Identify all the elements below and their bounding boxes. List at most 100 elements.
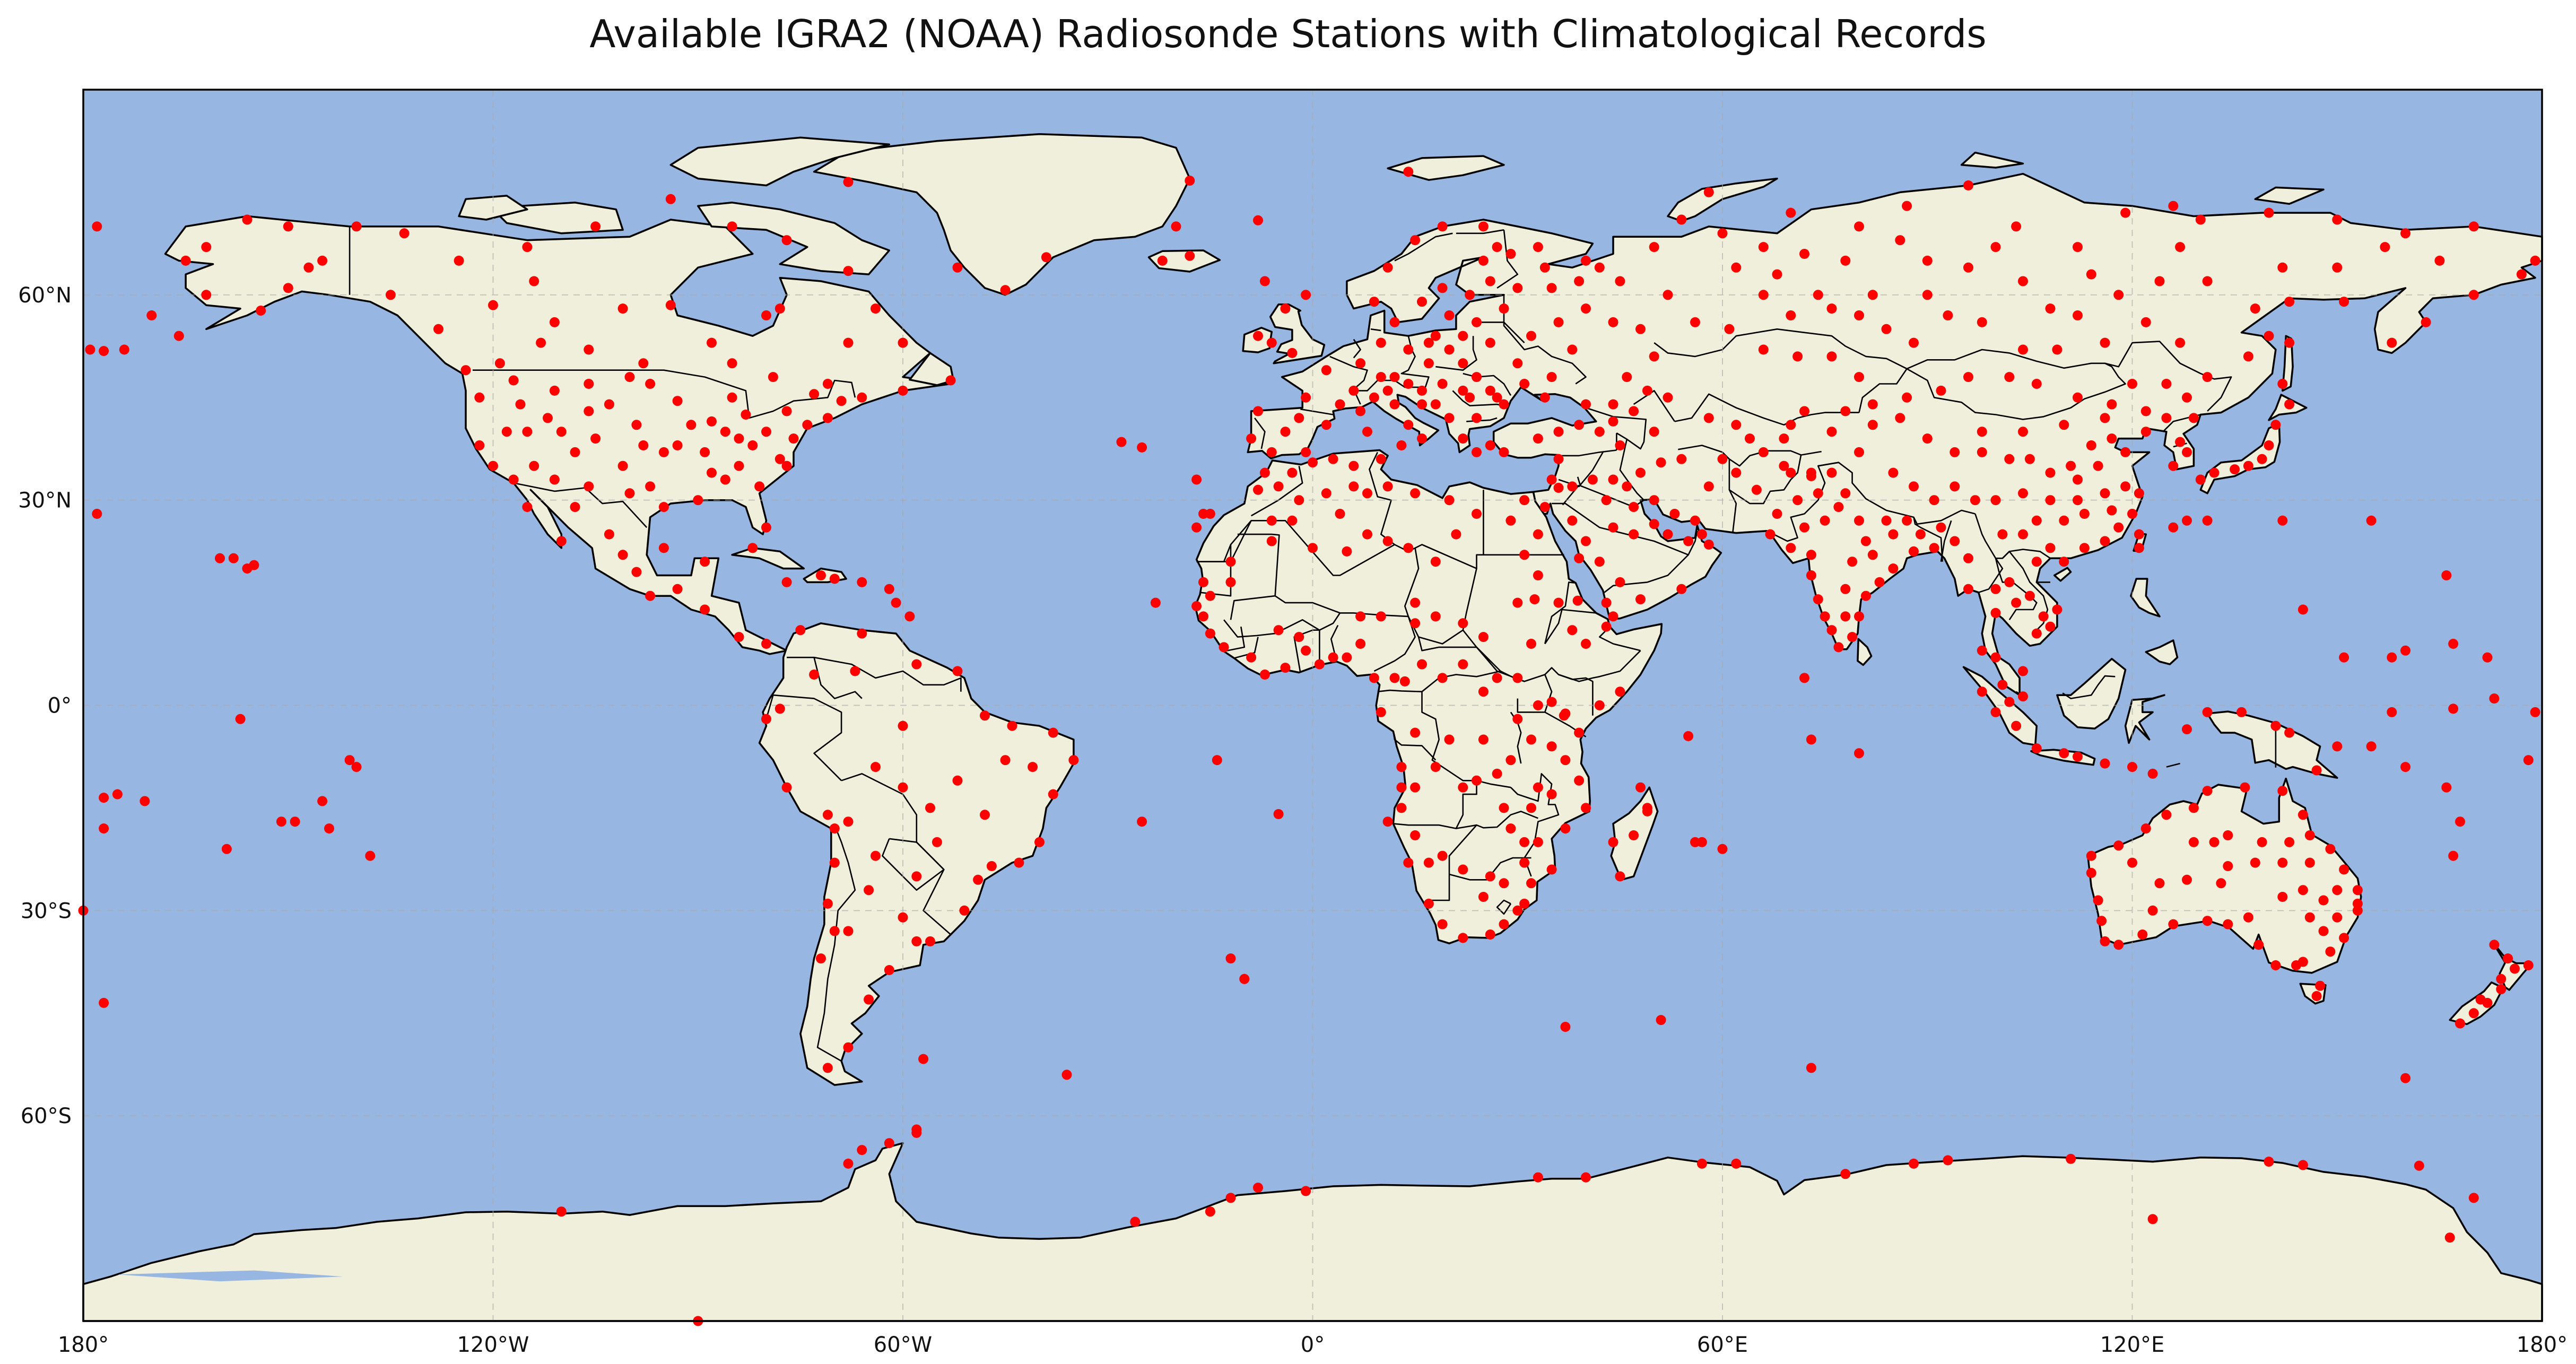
station-marker [1335,399,1345,410]
station-marker [1403,543,1414,553]
station-marker [658,543,669,553]
station-marker [871,303,881,314]
station-marker [1649,519,1659,529]
station-marker [686,420,697,430]
country-border [1510,773,1560,877]
station-marker [433,324,443,334]
station-marker [1546,283,1557,293]
map-title: Available IGRA2 (NOAA) Radiosonde Statio… [589,12,1987,56]
x-tick-label: 0° [1301,1333,1325,1357]
station-marker [1246,652,1257,663]
station-marker [781,406,792,416]
station-marker [1977,317,1987,327]
station-marker [2202,786,2213,796]
station-marker [1376,454,1386,464]
station-marker [1430,611,1441,622]
station-marker [2031,557,2042,567]
station-marker [2018,488,2028,499]
station-marker [707,416,717,427]
station-marker [1963,262,1973,273]
station-marker [1239,974,1250,984]
station-marker [2134,488,2144,499]
ross-sea-inlet [117,1270,343,1282]
station-marker [1950,447,1960,457]
station-marker [1259,276,1270,286]
station-marker [2175,337,2186,348]
station-marker [1608,522,1618,533]
station-marker [898,337,908,348]
station-marker [1410,597,1421,608]
station-marker [556,1206,567,1217]
station-marker [1280,303,1291,314]
station-marker [1505,755,1516,766]
station-marker [2448,850,2459,861]
country-border [1456,229,1504,234]
station-marker [2523,755,2534,766]
station-marker [2339,864,2349,875]
station-marker [1301,645,1311,656]
station-marker [215,553,225,563]
station-marker [1539,392,1550,403]
station-marker [1874,577,1885,587]
station-marker [829,574,840,584]
station-marker [1437,673,1448,683]
station-marker [1826,467,1837,478]
country-border [1858,368,1908,413]
station-marker [1854,310,1864,320]
station-marker [1833,502,1844,512]
station-marker [843,266,854,276]
station-marker [2414,1160,2424,1171]
station-marker [2332,885,2343,896]
station-marker [1225,953,1236,964]
country-border [787,656,863,699]
station-marker [283,283,293,293]
station-marker [1444,413,1455,423]
station-marker [584,379,594,389]
station-marker [980,810,990,820]
station-marker [1703,481,1714,492]
station-marker [1649,427,1659,437]
station-marker [1635,782,1646,793]
station-marker [1574,727,1585,738]
station-marker [1533,782,1543,793]
station-marker [2147,768,2158,779]
station-marker [2045,621,2056,632]
station-marker [1731,262,1742,273]
station-marker [2250,857,2260,868]
station-marker [911,1127,922,1138]
station-marker [1895,413,1905,423]
station-marker [1574,553,1585,563]
station-marker [1786,310,1796,320]
station-marker [1458,331,1468,341]
station-marker [1806,1063,1816,1073]
station-marker [140,796,150,806]
station-marker [898,782,908,793]
station-marker [1061,1070,1072,1080]
country-border [1558,674,1594,716]
station-marker [146,310,157,320]
station-marker [864,994,874,1005]
country-border [1619,439,1644,501]
station-marker [822,379,833,389]
station-marker [1594,557,1605,567]
station-marker [1936,385,1946,396]
station-marker [1485,385,1495,396]
station-marker [2264,331,2274,341]
station-marker [1048,789,1058,800]
station-marker [2468,1193,2479,1203]
station-marker [112,789,123,800]
station-marker [2455,1018,2465,1029]
station-marker [1690,515,1700,526]
station-marker [1840,584,1851,594]
station-marker [1137,442,1147,453]
station-marker [727,221,737,232]
station-marker [1512,358,1523,369]
station-marker [802,420,813,430]
station-marker [843,816,854,827]
station-marker [1485,929,1495,940]
station-marker [1185,176,1195,186]
station-marker [843,926,854,936]
station-marker [1280,663,1291,673]
station-marker [1786,543,1796,553]
country-border [472,369,856,419]
